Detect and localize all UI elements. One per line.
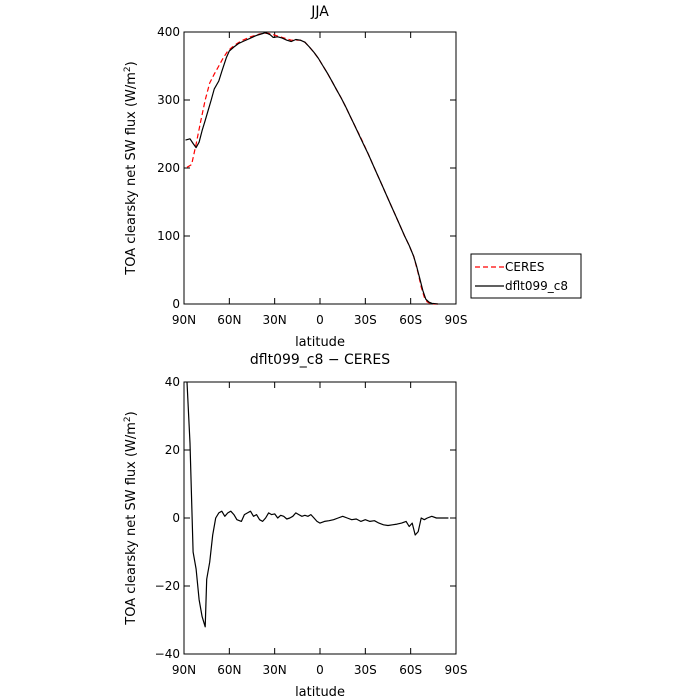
top-series-line-ceres [186, 32, 438, 305]
bottom-y-axis-label-sup: 2 [123, 416, 133, 422]
bottom-x-axis-label: latitude [295, 685, 345, 700]
top-y-axis-label-sup: 2 [123, 66, 133, 72]
top-x-tick-label: 60N [217, 313, 241, 327]
top-x-tick-label: 60S [399, 313, 422, 327]
top-x-tick-label: 0 [316, 313, 324, 327]
top-x-tick-label: 90N [172, 313, 196, 327]
top-chart: JJA 90N 60N 30N 0 30S 60S 90S 0 100 200 300 400 la… [123, 4, 582, 350]
top-y-axis-label-close: ) [124, 61, 139, 66]
bottom-x-tick-label: 90S [445, 663, 468, 677]
bottom-chart-title: dflt099_c8 − CERES [250, 352, 390, 368]
top-y-tick-label: 100 [157, 229, 180, 243]
bottom-x-tick-label: 90N [172, 663, 196, 677]
bottom-x-tick-label: 0 [316, 663, 324, 677]
top-y-axis-label-text: TOA clearsky net SW flux (W/m [124, 72, 139, 276]
bottom-y-axis-label-close: ) [124, 411, 139, 416]
top-y-tick-label: 0 [172, 297, 180, 311]
bottom-y-tick-label: 0 [172, 511, 180, 525]
top-x-axis-label: latitude [295, 335, 345, 350]
bottom-y-tick-label: 20 [165, 443, 180, 457]
bottom-y-tick-label: −40 [155, 647, 180, 661]
bottom-y-axis-label-text: TOA clearsky net SW flux (W/m [124, 422, 139, 626]
legend-label-dflt099-c8: dflt099_c8 [505, 279, 568, 293]
top-x-tick-label: 90S [445, 313, 468, 327]
bottom-y-axis-label: TOA clearsky net SW flux (W/m2) [123, 411, 139, 625]
bottom-series [186, 381, 449, 628]
bottom-x-tick-label: 60N [217, 663, 241, 677]
bottom-x-tick-label: 30S [354, 663, 377, 677]
bottom-x-tick-label: 60S [399, 663, 422, 677]
bottom-x-tick-label: 30N [263, 663, 287, 677]
bottom-y-tick-label: 40 [165, 375, 180, 389]
legend: CERES dflt099_c8 [470, 253, 582, 299]
top-chart-title: JJA [310, 4, 329, 20]
top-x-ticks: 90N 60N 30N 0 30S 60S 90S [172, 32, 468, 327]
top-y-tick-label: 300 [157, 93, 180, 107]
bottom-series-line-0 [186, 381, 449, 628]
top-x-tick-label: 30N [263, 313, 287, 327]
top-series-line-dflt099-c8 [185, 32, 438, 305]
top-series [185, 32, 438, 305]
bottom-chart: dflt099_c8 − CERES 90N 60N 30N 0 30S 60S 90S −… [123, 352, 467, 700]
bottom-plot-area [183, 381, 457, 655]
top-y-axis-label: TOA clearsky net SW flux (W/m2) [123, 61, 139, 275]
bottom-x-ticks: 90N 60N 30N 0 30S 60S 90S [172, 382, 468, 677]
legend-label-ceres: CERES [505, 260, 545, 274]
bottom-y-tick-label: −20 [155, 579, 180, 593]
top-y-tick-label: 200 [157, 161, 180, 175]
top-y-ticks: 0 100 200 300 400 [157, 25, 456, 311]
top-y-tick-label: 400 [157, 25, 180, 39]
top-x-tick-label: 30S [354, 313, 377, 327]
legend-box [470, 253, 582, 299]
bottom-y-ticks: −40 −20 0 20 40 [155, 375, 456, 661]
